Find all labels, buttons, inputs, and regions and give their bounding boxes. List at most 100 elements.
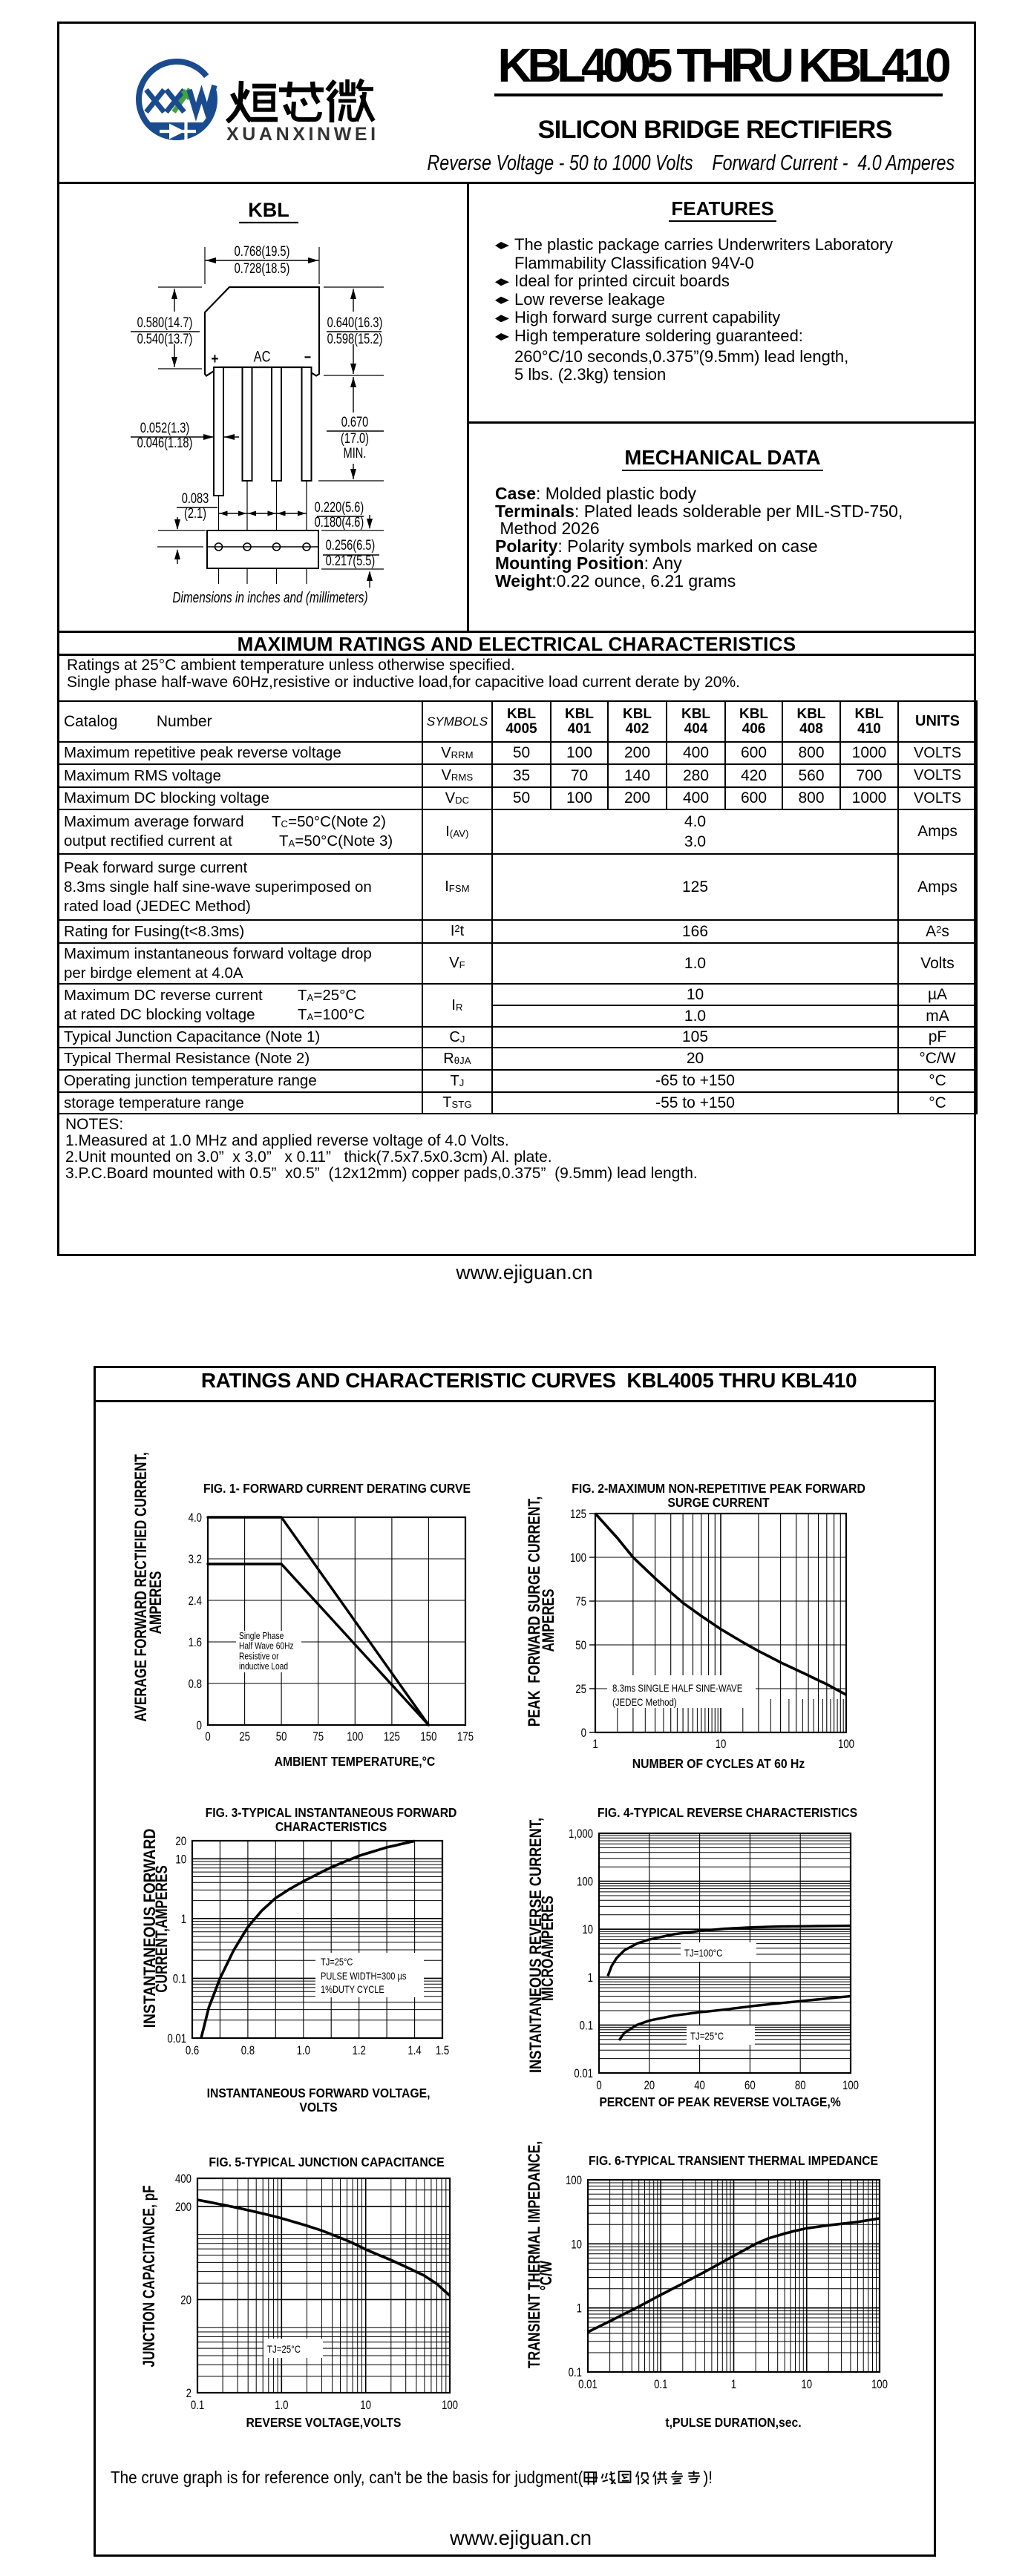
svg-text:AMBIENT TEMPERATURE,°C: AMBIENT TEMPERATURE,°C bbox=[275, 1754, 436, 1769]
svg-text:2: 2 bbox=[186, 2387, 192, 2401]
svg-text:KBL: KBL bbox=[248, 199, 289, 221]
svg-text:Dimensions in inches and (mill: Dimensions in inches and (millimeters) bbox=[172, 589, 367, 605]
svg-text:3.2: 3.2 bbox=[189, 1553, 202, 1567]
svg-text:80: 80 bbox=[795, 2079, 806, 2093]
svg-text:100: 100 bbox=[347, 1730, 363, 1744]
svg-text:10: 10 bbox=[582, 1923, 593, 1937]
svg-text:125: 125 bbox=[570, 1508, 586, 1522]
svg-text:0.640(16.3): 0.640(16.3) bbox=[327, 314, 383, 331]
svg-text:75: 75 bbox=[575, 1595, 586, 1609]
svg-text:(2.1): (2.1) bbox=[184, 505, 206, 522]
svg-text:0: 0 bbox=[197, 1719, 202, 1733]
svg-text:0.8: 0.8 bbox=[189, 1678, 202, 1692]
svg-text:1: 1 bbox=[577, 2301, 582, 2316]
svg-text:0.1: 0.1 bbox=[654, 2378, 667, 2392]
svg-text:CURRENT,AMPERES: CURRENT,AMPERES bbox=[153, 1865, 171, 1993]
svg-text:0.01: 0.01 bbox=[578, 2378, 598, 2392]
svg-text:0.1: 0.1 bbox=[191, 2399, 204, 2413]
svg-text:INSTANTANEOUS REVERSE CURRENT,: INSTANTANEOUS REVERSE CURRENT, bbox=[528, 1818, 546, 2073]
svg-text:INSTANTANEOUS FORWARD: INSTANTANEOUS FORWARD bbox=[141, 1829, 159, 2028]
svg-text:TJ=25°C: TJ=25°C bbox=[267, 2343, 301, 2355]
svg-text:0.1: 0.1 bbox=[569, 2366, 582, 2380]
svg-text:TRANSIENT THERMAL IMPEDANCE,: TRANSIENT THERMAL IMPEDANCE, bbox=[526, 2141, 543, 2368]
svg-text:FIG. 5-TYPICAL JUNCTION CAPACI: FIG. 5-TYPICAL JUNCTION CAPACITANCE bbox=[209, 2155, 444, 2169]
svg-text:1%DUTY CYCLE: 1%DUTY CYCLE bbox=[321, 1984, 384, 1995]
svg-text:1.2: 1.2 bbox=[353, 2044, 366, 2058]
svg-text:0.8: 0.8 bbox=[241, 2044, 255, 2058]
svg-text:100: 100 bbox=[570, 1551, 586, 1565]
svg-text:400: 400 bbox=[175, 2172, 192, 2186]
svg-text:1.0: 1.0 bbox=[275, 2399, 288, 2413]
svg-text:1.6: 1.6 bbox=[189, 1636, 202, 1650]
svg-text:0: 0 bbox=[596, 2079, 601, 2093]
svg-text:1.0: 1.0 bbox=[297, 2044, 310, 2058]
svg-text:Single Phase: Single Phase bbox=[239, 1632, 284, 1641]
svg-text:10: 10 bbox=[801, 2378, 812, 2392]
svg-text:60: 60 bbox=[744, 2079, 756, 2093]
svg-text:0.046(1.18): 0.046(1.18) bbox=[137, 434, 193, 451]
svg-text:150: 150 bbox=[420, 1730, 436, 1744]
svg-text:AVERAGE FORWARD RECTIFIED CURR: AVERAGE FORWARD RECTIFIED CURRENT, bbox=[132, 1452, 151, 1721]
svg-text:100: 100 bbox=[577, 1875, 593, 1889]
svg-text:MICROAMPERES: MICROAMPERES bbox=[539, 1896, 557, 2001]
svg-text:25: 25 bbox=[239, 1730, 250, 1744]
svg-text:0.768(19.5): 0.768(19.5) bbox=[235, 243, 290, 260]
svg-text:20: 20 bbox=[180, 2293, 192, 2307]
svg-text:10: 10 bbox=[175, 1853, 186, 1867]
svg-text:Half Wave 60Hz: Half Wave 60Hz bbox=[239, 1642, 294, 1652]
svg-text:0: 0 bbox=[581, 1726, 586, 1741]
svg-text:(17.0): (17.0) bbox=[341, 430, 369, 447]
svg-text:XUANXINWEI: XUANXINWEI bbox=[226, 124, 379, 145]
svg-text:°C/W: °C/W bbox=[537, 2261, 556, 2291]
svg-text:FIG. 4-TYPICAL REVERSE CHARACT: FIG. 4-TYPICAL REVERSE CHARACTERISTICS bbox=[598, 1805, 857, 1820]
svg-text:125: 125 bbox=[384, 1730, 400, 1744]
svg-text:1,000: 1,000 bbox=[569, 1827, 593, 1841]
svg-text:NUMBER OF CYCLES AT 60 Hz: NUMBER OF CYCLES AT 60 Hz bbox=[632, 1756, 805, 1771]
svg-text:inductive Load: inductive Load bbox=[239, 1662, 288, 1672]
svg-text:2.4: 2.4 bbox=[189, 1594, 202, 1609]
svg-text:4.0: 4.0 bbox=[189, 1511, 202, 1525]
svg-text:10: 10 bbox=[716, 1738, 727, 1752]
svg-text:FIG. 2-MAXIMUM NON-REPETITIVE: FIG. 2-MAXIMUM NON-REPETITIVE PEAK FORWA… bbox=[572, 1481, 865, 1496]
svg-text:VOLTS: VOLTS bbox=[299, 2100, 337, 2115]
svg-text:Resistive or: Resistive or bbox=[239, 1652, 279, 1662]
svg-text:0.180(4.6): 0.180(4.6) bbox=[315, 513, 364, 530]
svg-text:0.217(5.5): 0.217(5.5) bbox=[326, 552, 376, 569]
svg-text:0.220(5.6): 0.220(5.6) bbox=[315, 499, 364, 516]
svg-text:0.01: 0.01 bbox=[167, 2032, 186, 2046]
svg-text:1: 1 bbox=[181, 1912, 186, 1926]
svg-text:0.598(15.2): 0.598(15.2) bbox=[327, 330, 383, 347]
svg-text:FIG. 3-TYPICAL INSTANTANEOUS F: FIG. 3-TYPICAL INSTANTANEOUS FORWARD bbox=[206, 1805, 457, 1820]
svg-text:1: 1 bbox=[588, 1971, 593, 1985]
svg-text:+: + bbox=[212, 350, 219, 367]
svg-text:1: 1 bbox=[592, 1738, 598, 1752]
svg-text:100: 100 bbox=[842, 2079, 859, 2093]
svg-text:100: 100 bbox=[838, 1738, 854, 1752]
svg-text:0.256(6.5): 0.256(6.5) bbox=[326, 536, 376, 553]
svg-text:50: 50 bbox=[575, 1639, 586, 1653]
svg-text:AMPERES: AMPERES bbox=[540, 1589, 558, 1652]
svg-text:10: 10 bbox=[571, 2238, 582, 2252]
svg-text:8.3ms SINGLE HALF SINE-WAVE: 8.3ms SINGLE HALF SINE-WAVE bbox=[612, 1682, 742, 1694]
svg-text:JUNCTION CAPACITANCE, pF: JUNCTION CAPACITANCE, pF bbox=[140, 2185, 159, 2367]
svg-text:−: − bbox=[304, 349, 311, 365]
svg-text:100: 100 bbox=[442, 2399, 458, 2413]
svg-text:PEAK FORWARD SURGE CURRENT,: PEAK FORWARD SURGE CURRENT, bbox=[526, 1496, 543, 1726]
svg-text:1: 1 bbox=[731, 2378, 736, 2392]
svg-text:175: 175 bbox=[457, 1730, 474, 1744]
svg-text:FIG. 6-TYPICAL TRANSIENT THERM: FIG. 6-TYPICAL TRANSIENT THERMAL IMPEDAN… bbox=[589, 2153, 878, 2168]
svg-text:100: 100 bbox=[566, 2174, 582, 2188]
svg-text:AC: AC bbox=[254, 348, 271, 365]
svg-text:MIN.: MIN. bbox=[344, 444, 367, 461]
svg-text:0.6: 0.6 bbox=[186, 2044, 199, 2058]
svg-text:100: 100 bbox=[871, 2378, 888, 2392]
svg-text:SURGE CURRENT: SURGE CURRENT bbox=[667, 1495, 769, 1510]
svg-text:20: 20 bbox=[175, 1835, 186, 1849]
svg-text:0.728(18.5): 0.728(18.5) bbox=[235, 260, 290, 277]
svg-text:PULSE WIDTH=300 µs: PULSE WIDTH=300 µs bbox=[321, 1971, 406, 1982]
svg-text:0.580(14.7): 0.580(14.7) bbox=[137, 314, 193, 331]
svg-text:1.5: 1.5 bbox=[436, 2044, 449, 2058]
svg-text:10: 10 bbox=[360, 2399, 371, 2413]
svg-text:FIG. 1- FORWARD CURRENT DERATI: FIG. 1- FORWARD CURRENT DERATING CURVE bbox=[203, 1481, 471, 1496]
svg-text:t,PULSE DURATION,sec.: t,PULSE DURATION,sec. bbox=[665, 2415, 801, 2430]
